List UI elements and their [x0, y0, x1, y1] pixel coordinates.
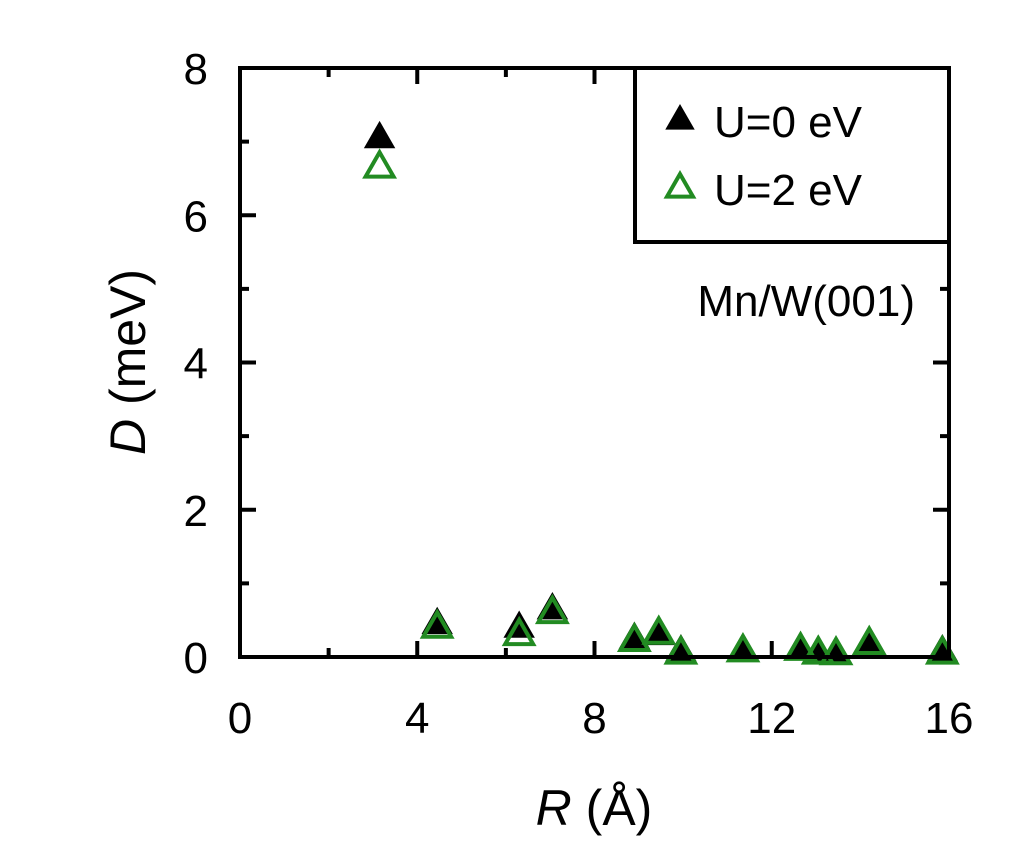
x-tick-label: 12: [747, 694, 796, 743]
y-tick-label: 6: [184, 192, 208, 241]
y-axis-unit: (meV): [100, 269, 156, 419]
data-point-series-2: [663, 634, 699, 665]
legend-marker-series-2: [663, 169, 697, 199]
legend-label-series-1: U=0 eV: [714, 98, 863, 147]
legend-marker-series-1: [665, 103, 695, 130]
data-point-series-2: [800, 634, 836, 665]
legend-label-series-2: U=2 eV: [714, 166, 863, 215]
y-tick-label: 0: [184, 634, 208, 683]
y-tick-label: 8: [184, 45, 208, 94]
x-tick-label: 8: [582, 694, 606, 743]
x-axis-variable: R: [536, 780, 572, 836]
x-tick-label: 4: [405, 694, 429, 743]
data-point-series-2: [501, 615, 537, 647]
x-tick-label: 0: [228, 694, 252, 743]
legend-box: [633, 66, 951, 244]
y-axis-label: D (meV): [100, 269, 156, 455]
y-tick-label: 2: [184, 487, 208, 536]
data-point-series-2: [641, 614, 677, 645]
data-point-series-2: [419, 608, 455, 639]
data-point-series-2: [725, 631, 761, 663]
y-tick-label: 4: [184, 340, 208, 389]
data-point-series-2: [616, 621, 652, 653]
data-point-series-2: [818, 634, 854, 666]
data-point-series-2: [851, 624, 887, 656]
legend: U=0 eV U=2 eV: [633, 66, 951, 244]
x-axis-unit: (Å): [572, 780, 653, 836]
y-axis-variable: D: [100, 419, 156, 455]
plot-frame: [238, 66, 951, 659]
x-axis-label: R (Å): [536, 780, 653, 836]
data-point-series-2: [362, 148, 398, 179]
tick-labels: 0 4 8 12 16 0 2 4 6 8: [184, 45, 974, 743]
annotation-label: Mn/W(001): [697, 277, 915, 326]
data-point-series-1: [363, 120, 396, 149]
data-point-series-2: [534, 593, 570, 625]
x-tick-label: 16: [925, 694, 974, 743]
